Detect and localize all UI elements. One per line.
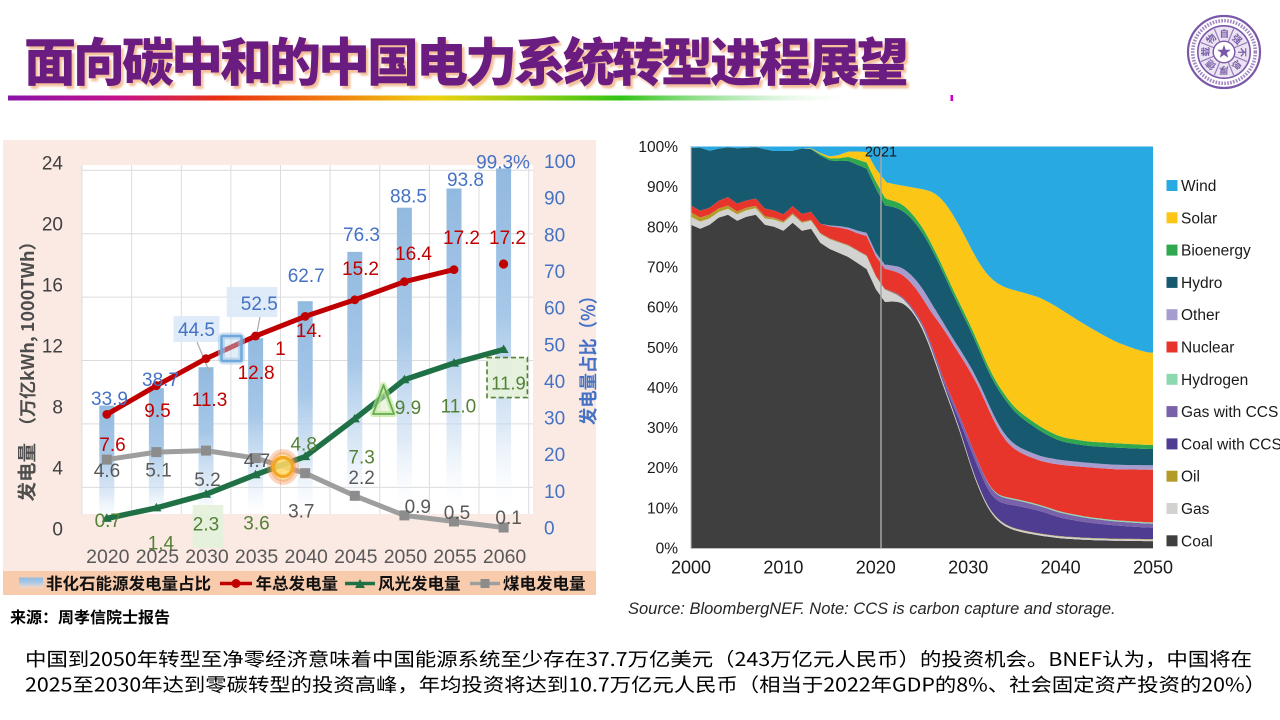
- svg-text:2060: 2060: [483, 546, 527, 568]
- svg-text:2021: 2021: [865, 145, 897, 161]
- svg-text:4.8: 4.8: [290, 435, 316, 456]
- svg-text:Hydro: Hydro: [1181, 275, 1222, 292]
- svg-text:7.6: 7.6: [99, 435, 125, 456]
- svg-text:44.5: 44.5: [178, 320, 215, 341]
- svg-text:Wind: Wind: [1181, 178, 1216, 195]
- svg-text:11.9: 11.9: [491, 373, 526, 394]
- svg-text:2.3: 2.3: [193, 515, 219, 536]
- svg-text:76.3: 76.3: [343, 225, 380, 246]
- svg-text:80: 80: [544, 225, 565, 246]
- svg-text:2020: 2020: [86, 546, 130, 568]
- svg-text:100: 100: [544, 152, 576, 173]
- svg-text:4: 4: [52, 459, 63, 480]
- svg-text:Source: BloombergNEF. Note: CC: Source: BloombergNEF. Note: CCS is carbo…: [628, 600, 1116, 618]
- svg-text:93.8: 93.8: [447, 170, 484, 191]
- svg-text:0.5: 0.5: [444, 503, 470, 524]
- svg-text:20: 20: [544, 445, 565, 466]
- svg-text:2050: 2050: [1133, 558, 1173, 578]
- svg-text:0.1: 0.1: [495, 508, 521, 529]
- svg-text:4.6: 4.6: [94, 461, 120, 482]
- svg-text:2.2: 2.2: [348, 468, 374, 489]
- svg-text:0: 0: [52, 520, 63, 541]
- svg-text:30: 30: [544, 409, 565, 430]
- svg-text:12.8: 12.8: [238, 363, 275, 384]
- svg-text:Nuclear: Nuclear: [1181, 340, 1234, 357]
- svg-text:12: 12: [42, 337, 63, 358]
- svg-text:0: 0: [544, 519, 555, 540]
- svg-text:70: 70: [544, 262, 565, 283]
- svg-text:14.: 14.: [296, 321, 322, 342]
- svg-text:7.3: 7.3: [348, 448, 374, 469]
- svg-text:99.3%: 99.3%: [476, 153, 530, 174]
- svg-text:4.7: 4.7: [244, 451, 270, 472]
- svg-text:33.9: 33.9: [91, 389, 128, 410]
- svg-text:0.9: 0.9: [405, 497, 431, 518]
- svg-text:100%: 100%: [638, 139, 678, 156]
- svg-text:11.0: 11.0: [441, 397, 477, 418]
- svg-text:Solar: Solar: [1181, 210, 1217, 227]
- svg-text:16.4: 16.4: [395, 244, 432, 265]
- svg-text:24: 24: [42, 154, 64, 175]
- svg-text:2030: 2030: [185, 546, 229, 568]
- svg-text:60%: 60%: [647, 300, 678, 317]
- svg-text:9.5: 9.5: [144, 401, 170, 422]
- svg-text:17.2: 17.2: [489, 228, 526, 249]
- svg-text:Bioenergy: Bioenergy: [1181, 243, 1251, 260]
- svg-text:5.2: 5.2: [194, 470, 220, 491]
- svg-text:38.7: 38.7: [142, 370, 179, 391]
- svg-text:50%: 50%: [647, 340, 678, 357]
- svg-text:2025: 2025: [136, 546, 180, 568]
- svg-text:10%: 10%: [647, 500, 678, 517]
- svg-text:15.2: 15.2: [342, 259, 379, 280]
- svg-text:20: 20: [42, 215, 63, 236]
- svg-text:90%: 90%: [647, 179, 678, 196]
- svg-text:2050: 2050: [384, 546, 428, 568]
- svg-text:40: 40: [544, 372, 565, 393]
- svg-text:Oil: Oil: [1181, 469, 1200, 486]
- svg-text:Gas: Gas: [1181, 501, 1210, 518]
- svg-text:Other: Other: [1181, 307, 1220, 324]
- svg-text:Coal with CCS: Coal with CCS: [1181, 436, 1280, 453]
- svg-text:Coal: Coal: [1181, 533, 1213, 550]
- svg-text:2040: 2040: [285, 546, 329, 568]
- svg-text:0%: 0%: [656, 541, 679, 558]
- svg-text:2010: 2010: [763, 558, 803, 578]
- svg-text:2045: 2045: [334, 546, 378, 568]
- svg-text:2055: 2055: [433, 546, 477, 568]
- svg-text:0.7: 0.7: [95, 511, 121, 532]
- svg-text:Hydrogen: Hydrogen: [1181, 372, 1248, 389]
- svg-text:8: 8: [52, 398, 63, 419]
- svg-text:40%: 40%: [647, 380, 678, 397]
- svg-text:11.3: 11.3: [192, 390, 228, 411]
- svg-text:52.5: 52.5: [241, 294, 278, 315]
- svg-text:80%: 80%: [647, 219, 678, 236]
- svg-text:50: 50: [544, 335, 565, 356]
- svg-text:90: 90: [544, 189, 565, 210]
- svg-text:1.4: 1.4: [148, 534, 175, 555]
- svg-text:1: 1: [275, 339, 286, 360]
- svg-text:2040: 2040: [1041, 558, 1081, 578]
- svg-text:2035: 2035: [235, 546, 279, 568]
- svg-text:2020: 2020: [856, 558, 896, 578]
- svg-text:62.7: 62.7: [288, 266, 325, 287]
- svg-text:30%: 30%: [647, 420, 678, 437]
- svg-text:Gas with CCS: Gas with CCS: [1181, 404, 1278, 421]
- svg-text:17.2: 17.2: [443, 228, 480, 249]
- svg-text:16: 16: [42, 276, 63, 297]
- svg-text:2030: 2030: [948, 558, 988, 578]
- svg-text:88.5: 88.5: [390, 187, 427, 208]
- svg-text:5.1: 5.1: [145, 461, 171, 482]
- svg-text:3.7: 3.7: [288, 502, 314, 523]
- svg-text:60: 60: [544, 299, 565, 320]
- svg-text:9.9: 9.9: [395, 398, 421, 419]
- svg-text:70%: 70%: [647, 259, 678, 276]
- svg-text:20%: 20%: [647, 460, 678, 477]
- svg-text:10: 10: [544, 482, 565, 503]
- svg-text:3.6: 3.6: [243, 514, 269, 535]
- svg-text:2000: 2000: [671, 558, 711, 578]
